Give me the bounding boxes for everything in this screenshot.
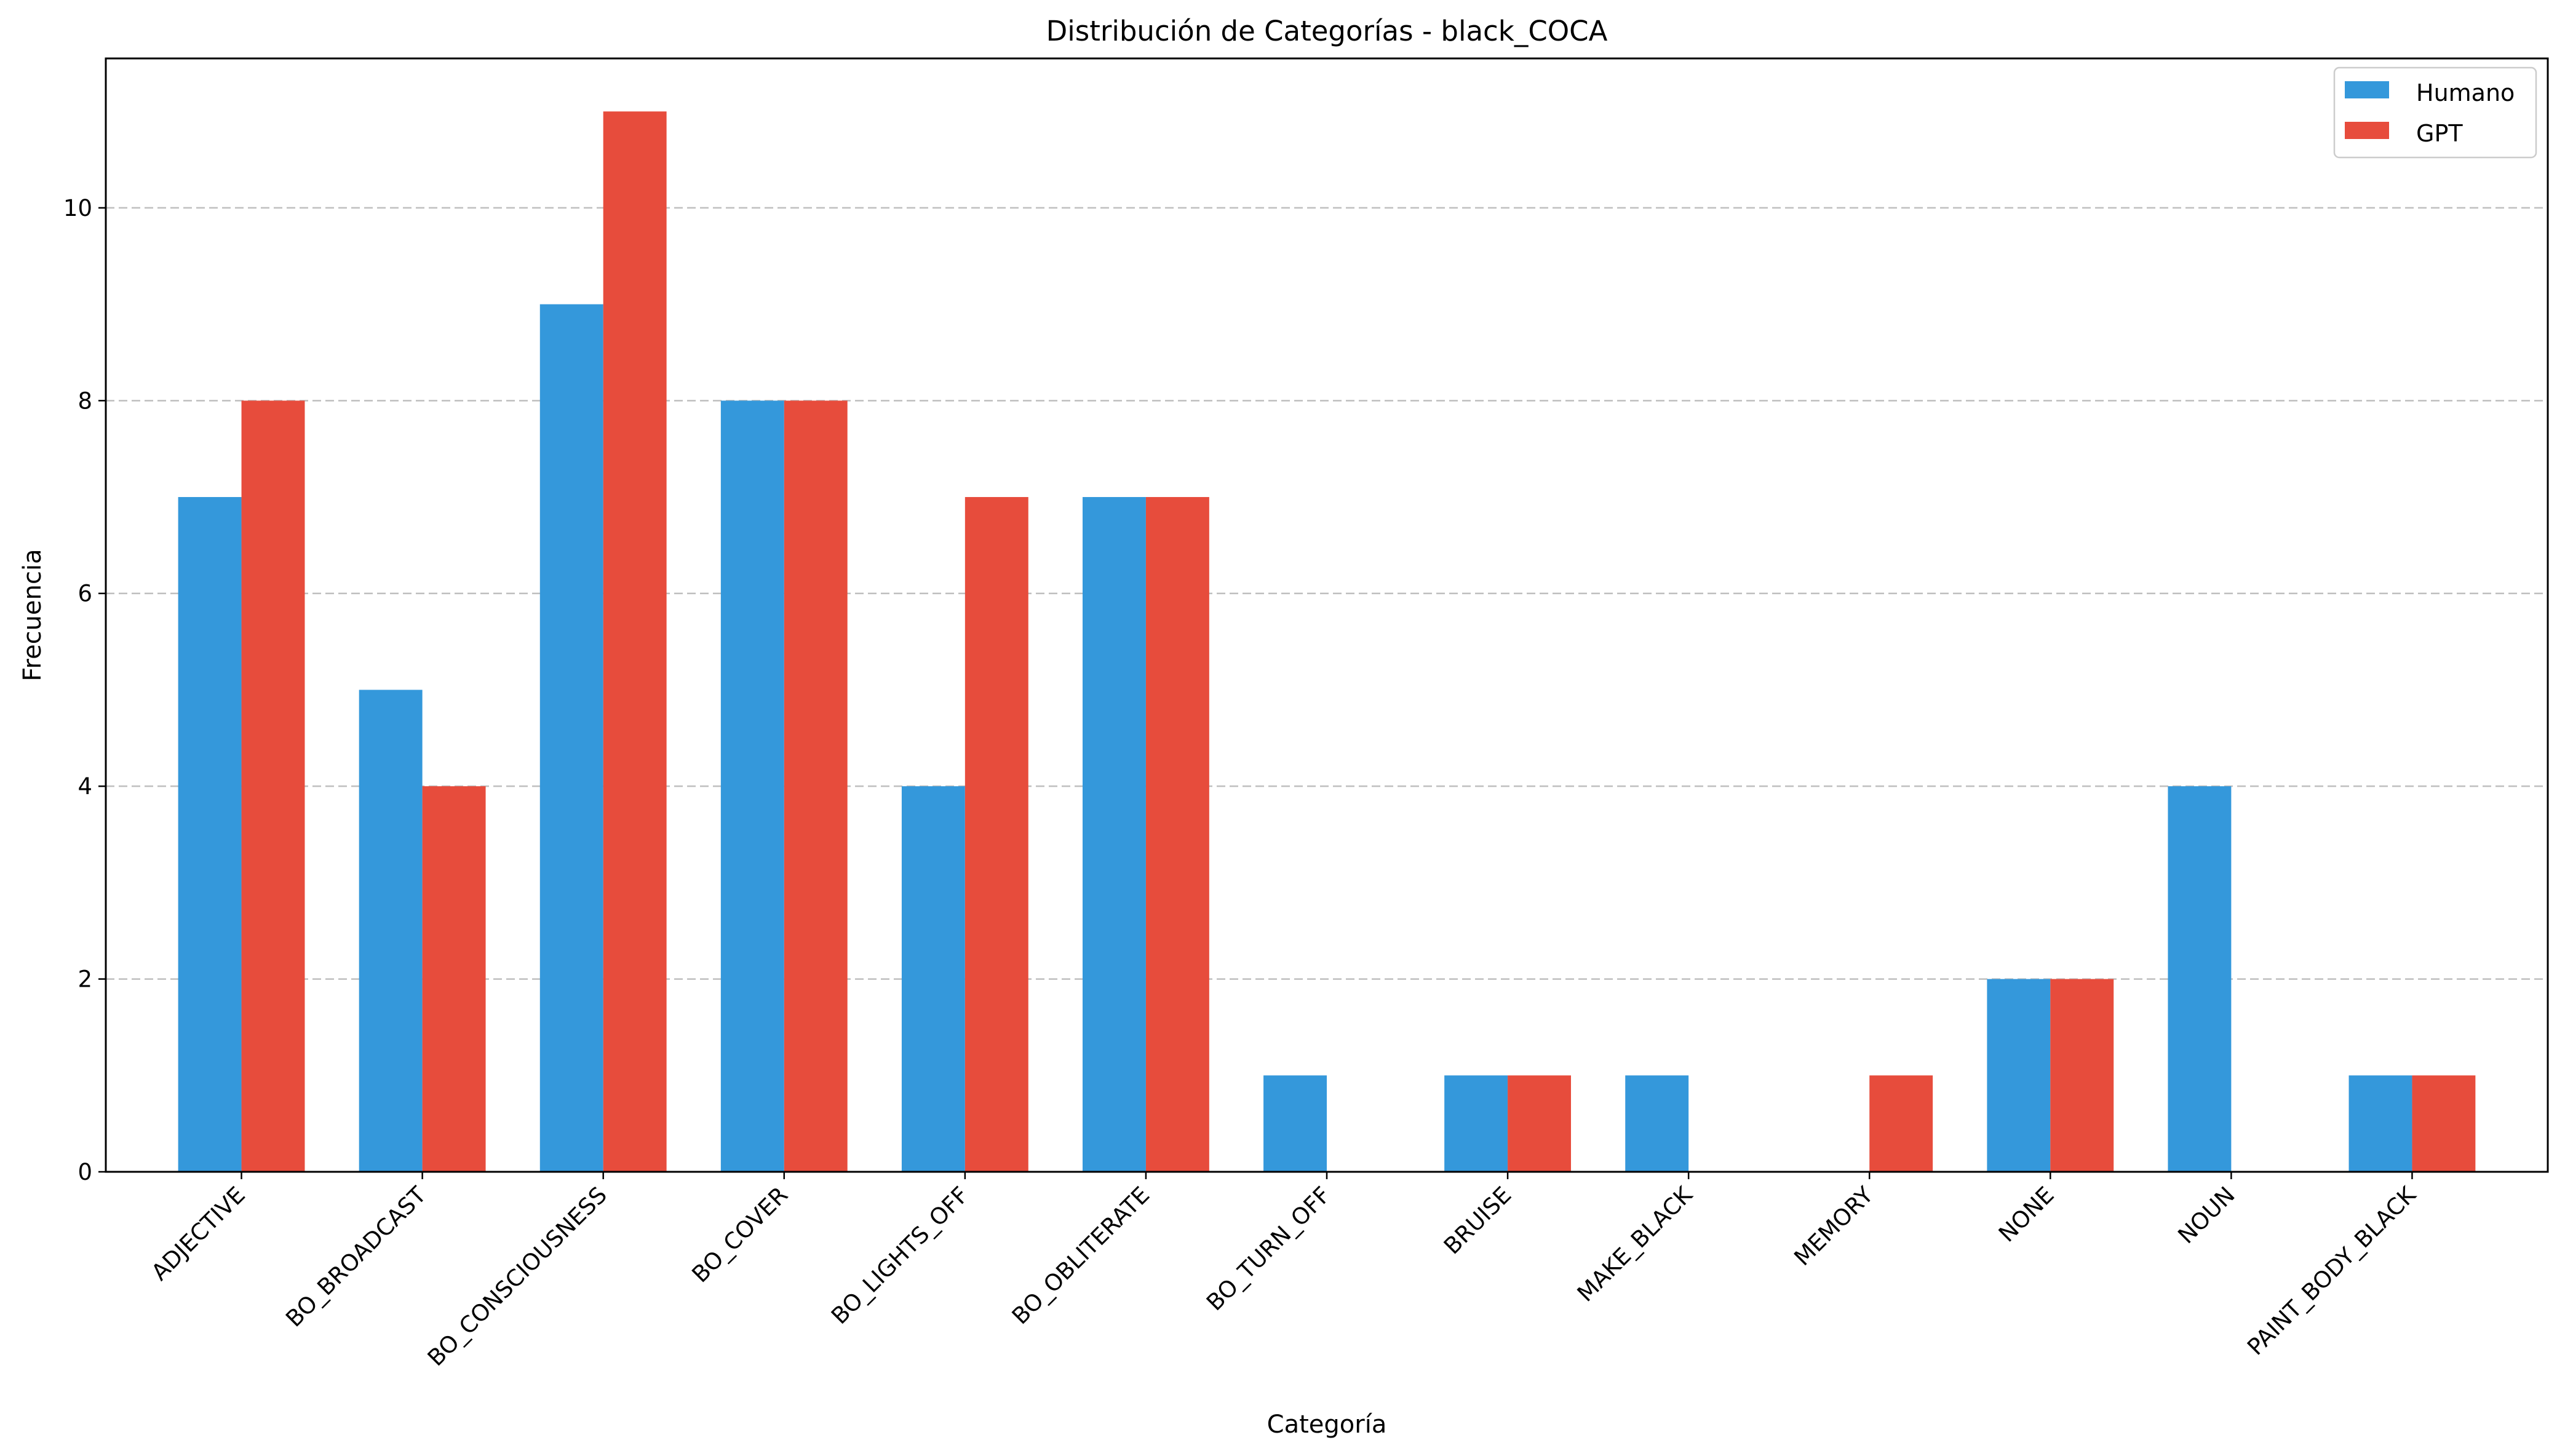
- y-tick-label-6: 6: [78, 581, 92, 607]
- bar-gpt-none: [2050, 979, 2114, 1172]
- y-axis: 0 2 4 6 8 10: [63, 195, 106, 1185]
- bar-humano-bruise: [1444, 1075, 1508, 1172]
- bar-humano-bo-broadcast: [359, 690, 423, 1172]
- y-tick-label-10: 10: [63, 195, 92, 221]
- bar-humano-bo-turn-off: [1263, 1075, 1327, 1172]
- bar-humano-adjective: [178, 497, 242, 1172]
- y-tick-label-0: 0: [78, 1159, 92, 1185]
- bar-humano-bo-consciousness: [539, 304, 603, 1172]
- y-tick-label-4: 4: [78, 773, 92, 800]
- y-axis-label: Frecuencia: [18, 549, 47, 681]
- bar-gpt-bo-consciousness: [603, 111, 667, 1172]
- y-tick-label-8: 8: [78, 388, 92, 414]
- bar-humano-noun: [2168, 786, 2232, 1172]
- bar-gpt-bruise: [1508, 1075, 1571, 1172]
- bar-gpt-adjective: [241, 400, 305, 1172]
- bar-gpt-memory: [1869, 1075, 1933, 1172]
- legend-swatch-gpt: [2345, 122, 2389, 139]
- bar-humano-bo-cover: [720, 400, 784, 1172]
- chart-title: Distribución de Categorías - black_COCA: [1046, 15, 1608, 47]
- bar-gpt-bo-cover: [784, 400, 848, 1172]
- bar-humano-make-black: [1625, 1075, 1689, 1172]
- bar-gpt-bo-obliterate: [1145, 497, 1209, 1172]
- x-axis-label: Categoría: [1267, 1410, 1387, 1439]
- bar-gpt-paint-body-black: [2412, 1075, 2476, 1172]
- bars: [178, 111, 2476, 1172]
- legend-label-humano: Humano: [2416, 79, 2515, 106]
- bar-gpt-bo-broadcast: [422, 786, 486, 1172]
- bar-humano-paint-body-black: [2348, 1075, 2412, 1172]
- bar-humano-bo-obliterate: [1083, 497, 1146, 1172]
- legend-swatch-humano: [2345, 81, 2389, 98]
- legend-label-gpt: GPT: [2416, 120, 2463, 147]
- bar-gpt-bo-lights-off: [964, 497, 1028, 1172]
- bar-humano-bo-lights-off: [901, 786, 965, 1172]
- legend: Humano GPT: [2333, 66, 2537, 159]
- y-tick-label-2: 2: [78, 966, 92, 993]
- bar-humano-none: [1987, 979, 2051, 1172]
